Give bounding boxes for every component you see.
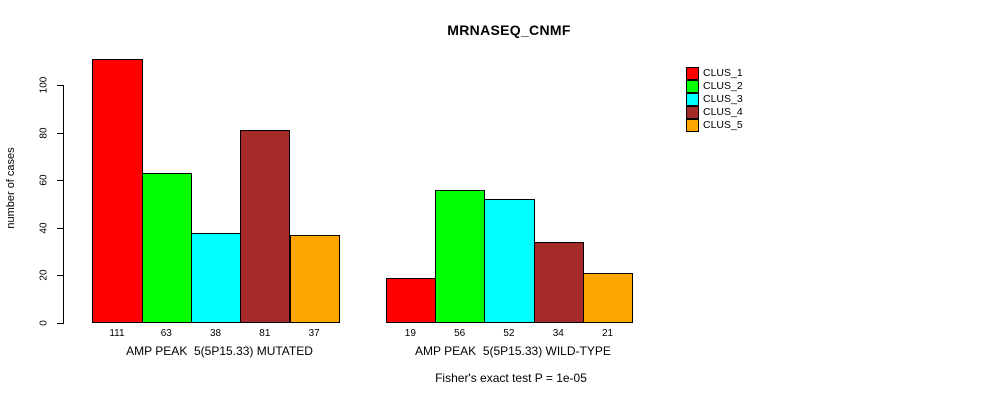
bar-clus_1-group2: [385, 277, 436, 323]
y-axis-tick-label: 0: [38, 320, 50, 326]
bar-value-label: 52: [503, 328, 515, 339]
legend-label: CLUS_3: [703, 93, 743, 105]
legend-label: CLUS_5: [703, 119, 743, 131]
y-axis-line: [63, 85, 64, 324]
bar-clus_4-group2: [533, 242, 584, 323]
bar-value-label: 21: [601, 328, 614, 339]
bar-value-label: 19: [404, 328, 416, 339]
bar-clus_5-group2: [582, 273, 634, 323]
y-axis-tick: [57, 85, 63, 86]
y-axis-tick-label: 40: [38, 222, 50, 234]
x-category-label: AMP PEAK 5(5P15.33) MUTATED: [126, 344, 313, 358]
bar-clus_5-group1: [289, 234, 340, 323]
bar-clus_3-group2: [484, 199, 535, 323]
bar-clus_1-group1: [92, 58, 143, 323]
legend-swatch-clus_5: [686, 119, 699, 132]
y-axis-tick: [57, 275, 63, 277]
legend-label: CLUS_4: [703, 106, 743, 118]
legend-swatch-clus_3: [686, 93, 699, 106]
x-category-label: AMP PEAK 5(5P15.33) WILD-TYPE: [415, 344, 611, 358]
bar-value-label: 37: [308, 328, 320, 339]
y-axis-tick-label: 20: [38, 269, 50, 281]
bar-clus_4-group1: [240, 130, 291, 323]
y-axis-tick-label: 60: [38, 174, 50, 186]
y-axis-tick: [57, 323, 63, 324]
chart-title: MRNASEQ_CNMF: [447, 22, 571, 38]
bar-value-label: 56: [454, 328, 466, 339]
y-axis-title: number of cases: [5, 147, 17, 229]
legend-swatch-clus_4: [686, 106, 699, 119]
bar-value-label: 63: [160, 328, 172, 339]
bar-clus_3-group1: [190, 232, 242, 323]
bar-value-label: 111: [109, 328, 125, 339]
bar-clus_2-group2: [435, 189, 486, 323]
y-axis-tick-label: 80: [38, 127, 50, 139]
legend-swatch-clus_2: [686, 80, 699, 93]
legend-label: CLUS_2: [703, 80, 743, 92]
y-axis-tick: [57, 132, 63, 134]
bar-value-label: 81: [259, 328, 271, 339]
legend-label: CLUS_1: [703, 67, 743, 79]
bar-value-label: 38: [209, 328, 222, 339]
bar-value-label: 34: [552, 328, 564, 339]
y-axis-tick: [57, 180, 63, 182]
legend-swatch-clus_1: [686, 67, 699, 80]
bar-clus_2-group1: [141, 173, 192, 323]
y-axis-tick: [57, 227, 63, 229]
y-axis-tick-label: 100: [38, 76, 50, 94]
fisher-annotation: Fisher's exact test P = 1e-05: [435, 371, 587, 385]
